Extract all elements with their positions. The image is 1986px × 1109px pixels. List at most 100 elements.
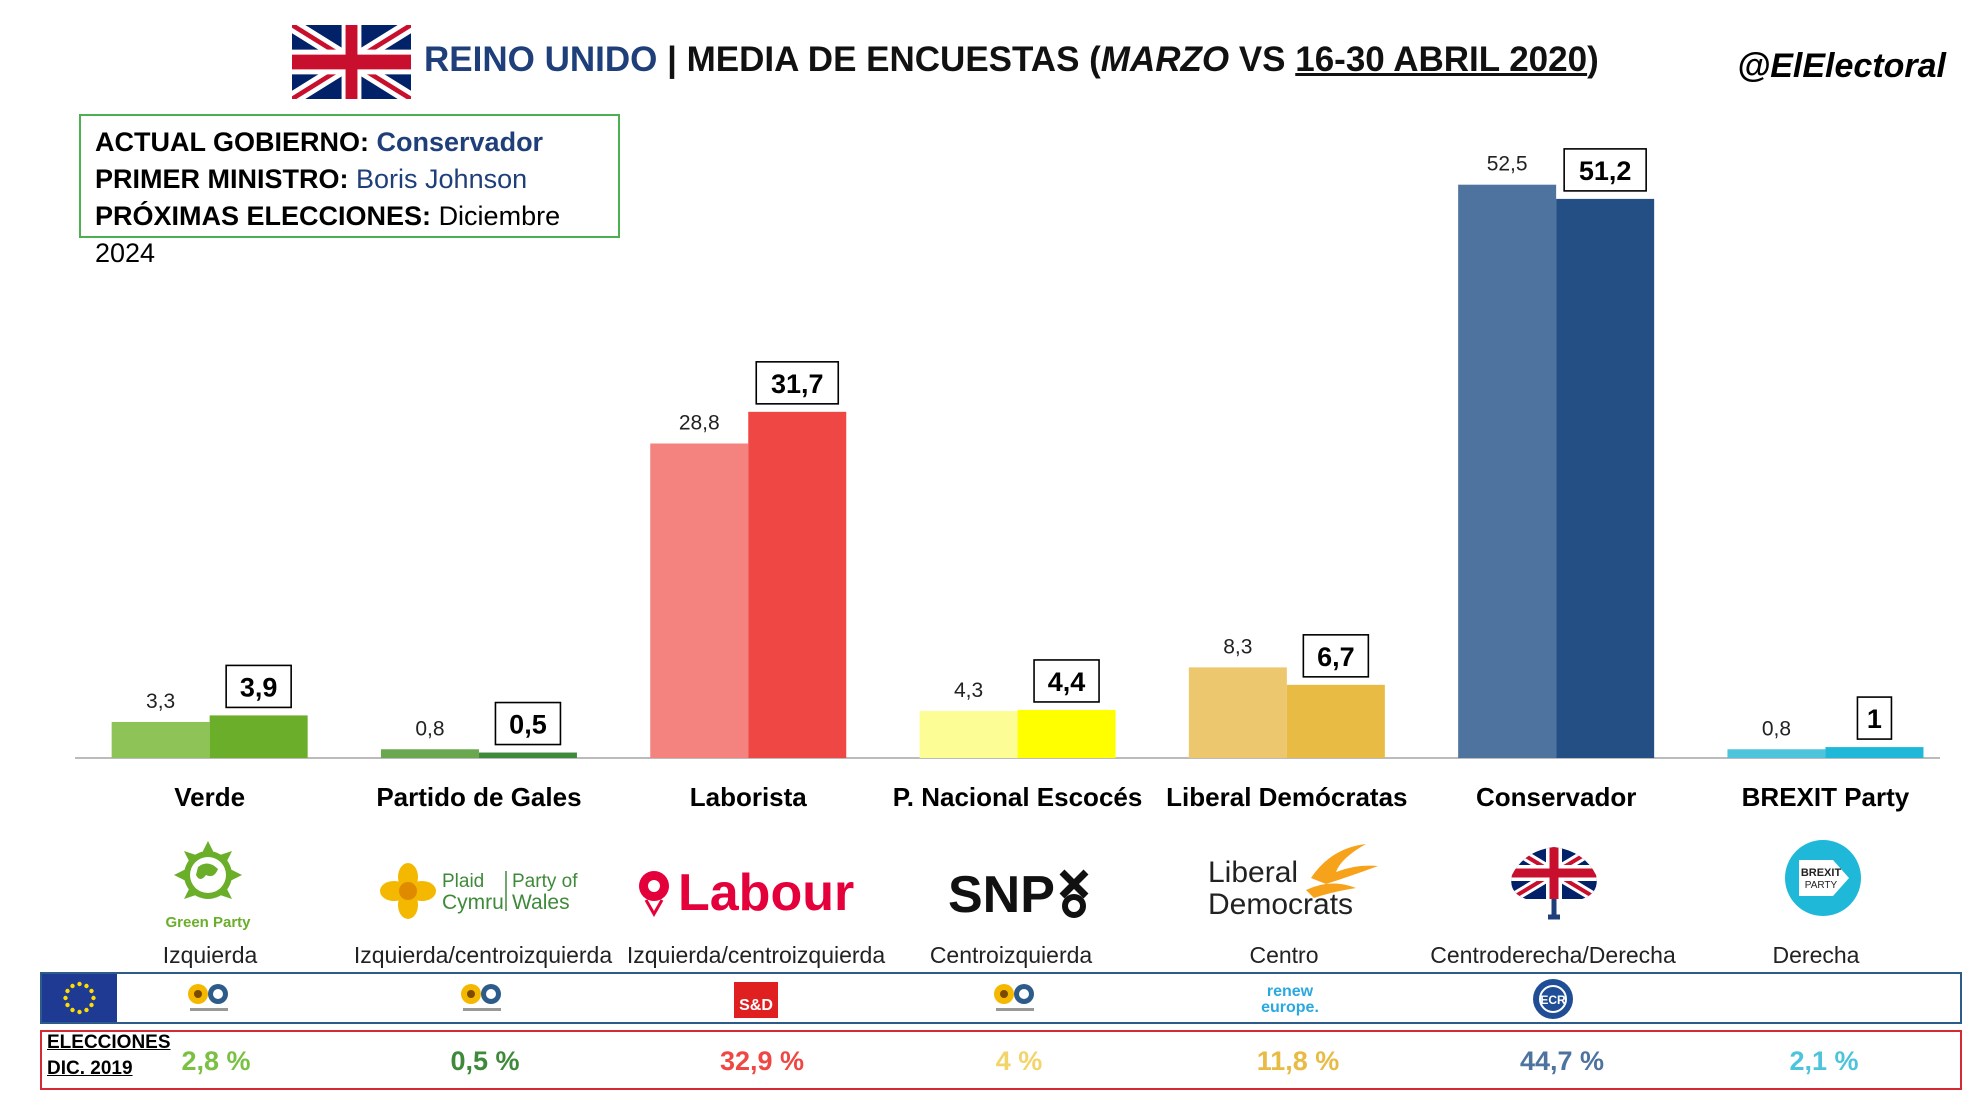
info-pm-key: PRIMER MINISTRO: [95,164,349,194]
bar-march-3 [919,711,1018,758]
bar-march-0 [111,721,210,758]
category-label-6: BREXIT Party [1742,782,1910,812]
value-box-april-0 [225,664,292,709]
elections-2019-band [40,1030,1962,1090]
greens-efa-icon [188,984,228,1011]
title-period-1: MARZO [1100,40,1230,79]
election-result-gales: 0,5 % [450,1046,520,1076]
government-info-box: ACTUAL GOBIERNO: Conservador PRIMER MINI… [79,114,620,268]
title-period-2: 16-30 ABRIL 2020 [1295,40,1588,79]
ideology-libdem: Centro [1249,942,1319,968]
svg-text:renew: renew [1267,983,1314,1000]
brexit-party-logo: BREXIT PARTY [1783,838,1863,918]
value-label-april-5: 51,2 [1579,156,1632,186]
bar-march-4 [1188,667,1287,758]
bar-march-5 [1458,184,1557,758]
value-label-march-1: 0,8 [415,717,444,740]
value-box-april-5 [1563,148,1647,192]
title-separator: | MEDIA DE ENCUESTAS ( [657,40,1101,79]
election-result-conservador: 44,7 % [1519,1046,1605,1076]
ideology-gales: Izquierda/centroizquierda [353,942,613,968]
election-result-snp: 4 % [995,1046,1043,1076]
ideology-verde: Izquierda [162,942,258,968]
plaid-cymru-logo: Plaid Cymru Party of Wales [378,855,588,925]
value-label-march-5: 52,5 [1487,153,1528,176]
snp-icon: SNP [948,866,1089,924]
bar-march-1 [380,749,479,758]
value-box-april-6 [1856,696,1893,740]
labour-rose-icon: Labour [639,864,854,922]
bar-april-4 [1286,684,1385,758]
lib-dem-bird-icon: Liberal Democrats [1208,844,1378,921]
bar-march-2 [650,443,749,758]
value-label-april-0: 3,9 [240,672,278,702]
green-party-icon: Green Party [165,841,251,931]
bar-april-5 [1556,198,1655,758]
s-and-d-text: S&D [739,997,773,1014]
svg-text:Liberal: Liberal [1208,856,1298,889]
greens-efa-icon [461,984,501,1011]
svg-text:Plaid: Plaid [442,871,484,892]
green-party-logo: Green Party [158,835,258,935]
bar-april-2 [748,411,847,758]
info-government-row: ACTUAL GOBIERNO: Conservador [95,124,604,161]
elections-label-line-1: ELECCIONES [47,1032,171,1053]
svg-text:Democrats: Democrats [1208,888,1353,921]
value-box-april-4 [1302,634,1370,678]
eu-stars-icon [63,981,96,1015]
value-box-april-1 [494,701,562,746]
election-result-libdem: 11,8 % [1256,1046,1340,1076]
bar-april-0 [209,715,308,758]
ecr-icon: ECR [1533,979,1573,1019]
value-label-march-3: 4,3 [954,679,983,702]
labour-logo-text: Labour [678,864,854,918]
title-country: REINO UNIDO [424,40,658,79]
eu-groups-band [40,972,1962,1024]
category-label-5: Conservador [1476,782,1636,812]
svg-text:BREXIT: BREXIT [1801,867,1842,879]
conservative-tree-icon [1511,847,1597,920]
bar-april-6 [1825,747,1924,758]
value-label-april-6: 1 [1867,704,1882,734]
value-label-april-4: 6,7 [1317,642,1355,672]
svg-text:Party of: Party of [512,871,578,892]
eu-group-snp [990,978,1040,1018]
eu-group-libdem: renew europe. [1250,978,1330,1022]
snp-logo: SNP [946,862,1096,924]
ideology-brexit: Derecha [1772,942,1860,968]
title-vs: VS [1229,40,1296,79]
info-pm-row: PRIMER MINISTRO: Boris Johnson [95,161,604,198]
value-label-april-3: 4,4 [1048,667,1086,697]
category-label-4: Liberal Demócratas [1166,782,1407,812]
plaid-cymru-icon: Plaid Cymru Party of Wales [380,863,578,919]
info-pm-value: Boris Johnson [356,164,528,194]
s-and-d-icon: S&D [739,997,773,1014]
category-label-2: Laborista [690,782,808,812]
svg-text:Cymru: Cymru [442,891,504,914]
elections-label: ELECCIONES DIC. 2019 [47,1030,171,1082]
ideology-conservador: Centroderecha/Derecha [1430,942,1676,968]
svg-text:Wales: Wales [512,891,570,914]
labour-logo: Labour [634,862,864,922]
info-next-value: Diciembre 2024 [95,201,561,268]
svg-text:europe.: europe. [1261,999,1319,1016]
value-label-april-2: 31,7 [771,369,824,399]
page-title: REINO UNIDO | MEDIA DE ENCUESTAS (MARZO … [424,40,1599,80]
title-close: ) [1587,40,1599,79]
value-label-march-4: 8,3 [1223,635,1252,658]
value-box-april-3 [1033,659,1100,703]
conservatives-logo [1504,843,1604,923]
category-label-1: Partido de Gales [376,782,581,812]
info-next-key: PRÓXIMAS ELECCIONES: [95,201,432,231]
category-label-0: Verde [174,782,245,812]
liberal-democrats-logo: Liberal Democrats [1206,838,1386,923]
brexit-arrow-icon: BREXIT PARTY [1785,840,1861,916]
svg-text:PARTY: PARTY [1805,880,1838,891]
eu-flag-icon [42,974,117,1022]
greens-efa-icon [994,984,1034,1011]
info-next-row: PRÓXIMAS ELECCIONES: Diciembre 2024 [95,198,604,272]
bar-april-1 [478,752,577,758]
eu-group-laborista: S&D [734,982,778,1018]
info-government-key: ACTUAL GOBIERNO: [95,127,369,157]
